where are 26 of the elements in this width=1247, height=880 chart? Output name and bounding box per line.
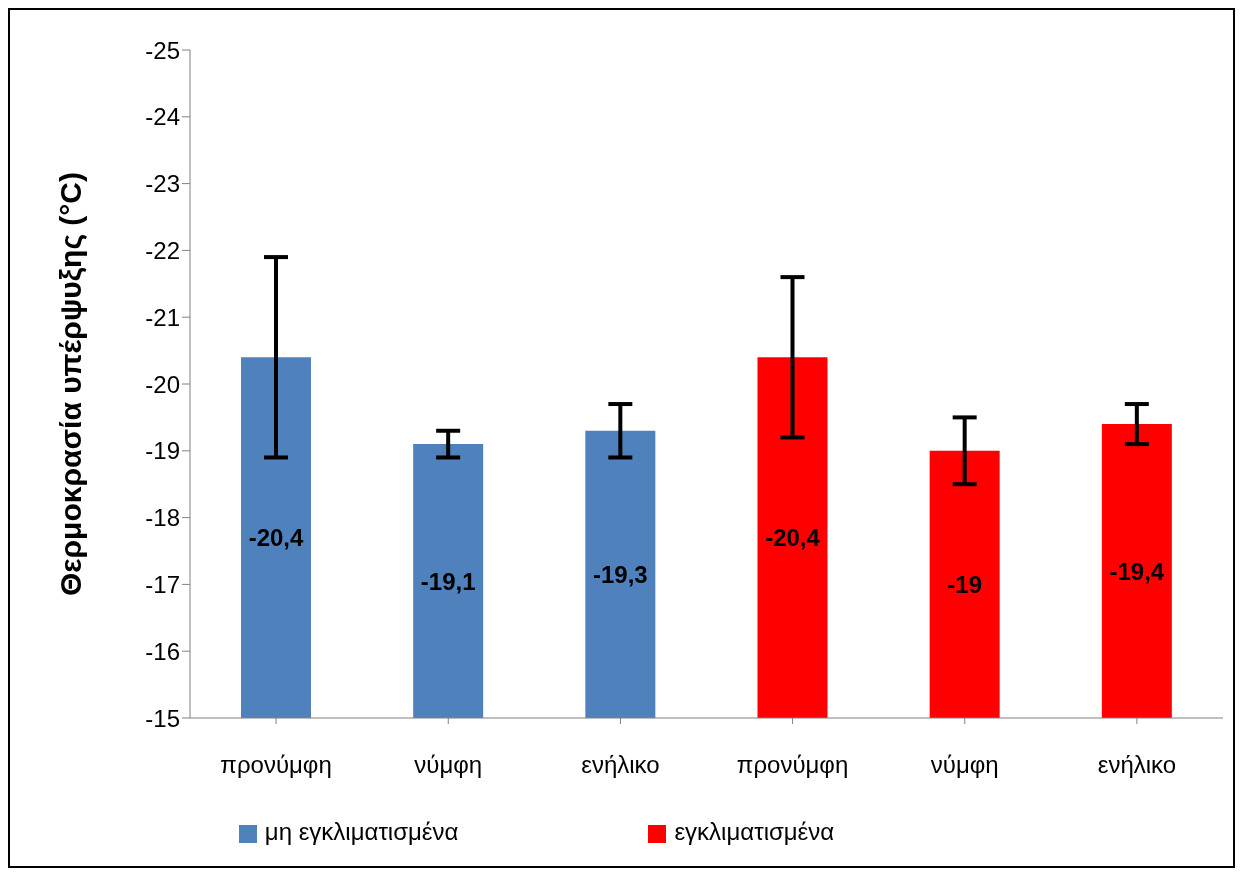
x-tick-label: νύμφη	[414, 751, 483, 779]
data-label: -20,4	[765, 524, 821, 552]
y-tick-label: -22	[145, 236, 180, 264]
y-tick-label: -20	[145, 370, 180, 398]
y-tick-label: -21	[145, 303, 180, 331]
x-tick-label: προνύμφη	[220, 751, 332, 779]
y-tick-label: -23	[145, 170, 180, 198]
legend-label: εγκλιματισμένα	[674, 818, 835, 845]
x-tick-label: προνύμφη	[736, 751, 849, 779]
data-label: -19	[947, 570, 983, 598]
y-tick-label: -19	[145, 437, 180, 465]
y-tick-label: -18	[145, 504, 180, 532]
data-label: -19,4	[1109, 557, 1165, 585]
x-tick-label: ενήλικο	[581, 751, 660, 779]
y-tick-label: -24	[145, 103, 180, 131]
data-label: -19,1	[420, 567, 476, 595]
x-tick-label: νύμφη	[930, 751, 999, 779]
x-tick-label: ενήλικο	[1097, 751, 1177, 779]
data-label: -19,3	[592, 560, 648, 588]
y-tick-label: -15	[145, 704, 180, 732]
legend-label: μη εγκλιματισμένα	[264, 818, 459, 845]
y-tick-label: -25	[145, 36, 180, 64]
data-label: -20,4	[248, 524, 304, 552]
y-tick-label: -17	[145, 570, 180, 598]
y-tick-label: -16	[145, 637, 180, 665]
y-axis-title: Θερμοκρασία υπέρψυξης (°C)	[53, 171, 87, 597]
